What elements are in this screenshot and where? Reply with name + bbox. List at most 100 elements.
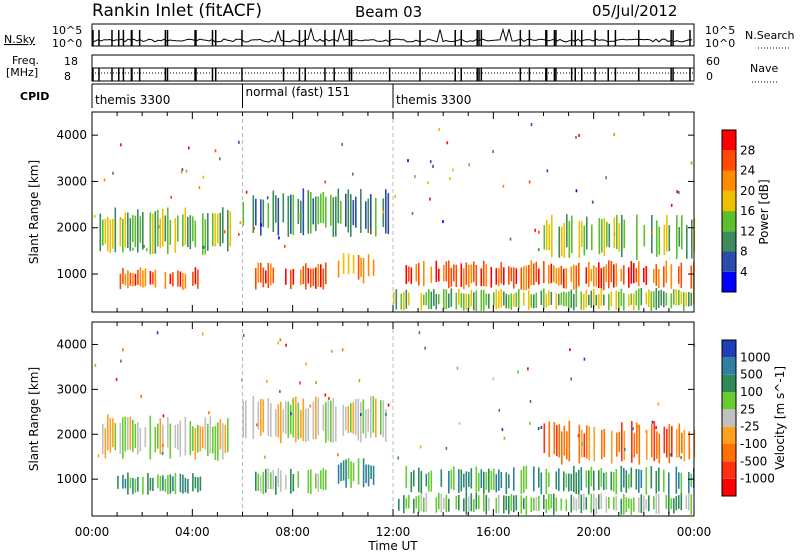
range-cell	[420, 493, 423, 512]
range-cell	[648, 289, 650, 308]
range-cell	[508, 496, 510, 515]
range-cell	[342, 252, 345, 274]
range-cell	[605, 496, 608, 513]
range-cell	[578, 469, 580, 495]
range-cell	[680, 291, 683, 305]
range-cell	[287, 195, 290, 237]
velocity-ylabel: Slant Range [km]	[27, 367, 41, 471]
range-cell	[119, 217, 122, 221]
range-cell	[548, 224, 551, 251]
range-cell	[688, 472, 690, 494]
noise-trace	[91, 27, 693, 46]
range-cell	[555, 497, 558, 512]
range-cell	[423, 260, 425, 287]
range-cell	[635, 468, 638, 490]
range-cell	[328, 397, 330, 400]
range-cell	[315, 381, 317, 385]
range-cell	[655, 493, 658, 514]
range-cell	[352, 254, 355, 274]
range-cell	[204, 417, 207, 450]
noise-sky-label: N.Sky	[4, 33, 36, 46]
range-cell	[468, 471, 470, 487]
range-cell	[241, 378, 243, 382]
range-cell	[548, 421, 551, 458]
range-cell	[570, 377, 572, 381]
range-cell	[137, 209, 139, 253]
range-cell	[575, 287, 578, 308]
range-cell	[408, 494, 410, 509]
range-cell	[690, 161, 693, 165]
range-cell	[114, 423, 117, 451]
colorbar-tick-label: 4	[740, 265, 748, 279]
range-cell	[214, 149, 217, 153]
cpid-segment-label: normal (fast) 151	[246, 85, 350, 99]
range-cell	[302, 398, 305, 442]
range-cell	[637, 425, 639, 429]
colorbar-tick-label: 500	[740, 368, 763, 382]
noise-sky-line	[91, 27, 693, 43]
range-cell	[663, 224, 666, 256]
range-cell	[266, 196, 269, 200]
range-cell	[405, 465, 408, 489]
range-cell	[137, 477, 139, 492]
range-cell	[162, 475, 164, 491]
range-cell	[418, 467, 420, 493]
range-cell	[453, 466, 455, 490]
range-cell	[179, 271, 182, 287]
range-cell	[606, 221, 608, 247]
range-cell	[548, 472, 550, 487]
range-cell	[678, 227, 681, 247]
range-cell	[533, 263, 535, 286]
range-cell	[204, 219, 207, 255]
range-cell	[561, 431, 563, 465]
range-cell	[495, 474, 498, 493]
range-cell	[159, 418, 162, 455]
range-cell	[663, 266, 665, 288]
range-cell	[435, 260, 438, 283]
range-cell	[678, 266, 680, 284]
range-cell	[222, 207, 224, 244]
range-cell	[367, 464, 370, 487]
range-cell	[219, 157, 221, 161]
range-cell	[628, 267, 630, 288]
y-tick-label: 3000	[56, 174, 87, 188]
range-cell	[300, 409, 302, 438]
range-cell	[179, 420, 182, 457]
range-cell	[605, 264, 608, 282]
range-cell	[616, 214, 618, 249]
range-cell	[208, 411, 210, 415]
range-cell	[475, 290, 478, 312]
range-cell	[450, 288, 453, 307]
range-cell	[598, 470, 600, 490]
range-cell	[255, 268, 257, 290]
range-cell	[656, 431, 658, 459]
range-cell	[197, 477, 199, 493]
range-cell	[585, 470, 588, 488]
x-tick-label: 12:00	[376, 525, 411, 539]
range-cell	[593, 426, 596, 462]
range-cell	[675, 496, 678, 511]
range-cell	[529, 421, 531, 425]
range-cell	[285, 343, 287, 347]
range-cell	[302, 266, 305, 285]
colorbar-tick-label: 28	[740, 143, 755, 157]
range-cell	[137, 269, 139, 285]
range-cell	[560, 265, 563, 285]
range-cell	[480, 268, 483, 287]
noise-right-tick-lo: 10^0	[705, 37, 735, 50]
range-cell	[690, 292, 693, 306]
range-cell	[655, 264, 658, 286]
range-cell	[260, 199, 262, 236]
range-cell	[167, 207, 169, 255]
range-cell	[370, 194, 372, 235]
range-cell	[322, 191, 325, 223]
range-cell	[197, 424, 199, 453]
range-cell	[94, 214, 96, 218]
range-cell	[535, 497, 538, 512]
range-cell	[298, 214, 301, 218]
range-cell	[450, 469, 453, 489]
range-cell	[347, 189, 350, 233]
range-cell	[291, 400, 294, 404]
range-cell	[458, 469, 460, 493]
range-cell	[266, 380, 268, 383]
